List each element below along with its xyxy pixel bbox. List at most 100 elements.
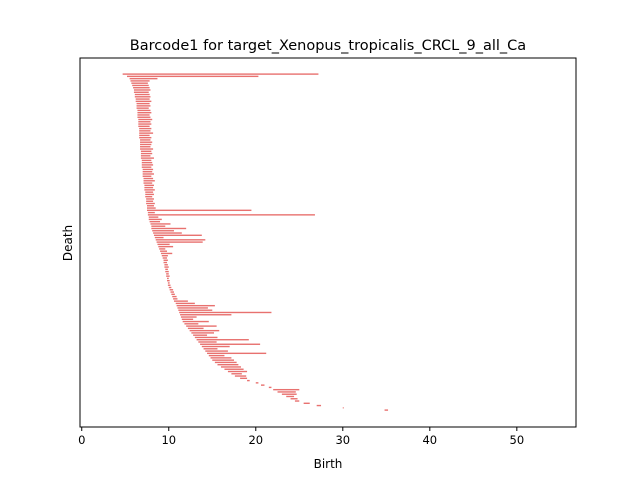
barcode-bar: [139, 136, 152, 139]
barcode-bar: [145, 195, 153, 198]
barcode-bar: [154, 236, 164, 239]
barcode-bar: [152, 230, 174, 232]
barcode-bar: [146, 198, 154, 200]
barcode-bar: [140, 141, 153, 143]
barcode-bar: [173, 300, 188, 302]
barcode-bar: [133, 89, 151, 91]
barcode-bar: [173, 298, 178, 300]
x-tick-label: 40: [422, 433, 437, 447]
x-tick-label: 10: [161, 433, 176, 447]
barcode-bar: [220, 366, 241, 368]
barcode-bar: [140, 155, 151, 157]
barcode-bar: [140, 148, 154, 150]
barcode-bar: [140, 139, 151, 141]
barcode-bar: [143, 182, 153, 184]
barcode-bar: [281, 393, 297, 395]
barcode-bar: [180, 316, 197, 318]
barcode-bar: [167, 279, 170, 282]
barcode-bar: [145, 193, 154, 196]
barcode-bar: [137, 114, 150, 116]
barcode-bar: [144, 186, 154, 189]
barcode-bar: [139, 134, 150, 137]
barcode-bar: [166, 275, 170, 277]
barcode-bar: [164, 266, 169, 268]
barcode-bar: [180, 314, 232, 316]
barcode-bar: [140, 152, 153, 155]
barcode-bar: [171, 293, 175, 296]
barcode-bar: [255, 382, 259, 384]
barcode-bar: [142, 175, 152, 177]
barcode-bar: [316, 404, 322, 407]
barcode-bar: [160, 250, 168, 252]
barcode-bar: [194, 336, 218, 339]
barcode-bar: [160, 252, 173, 255]
barcode-bar: [157, 243, 170, 246]
barcode-bar: [122, 73, 319, 75]
barcode-bar: [138, 123, 152, 125]
barcode-bar: [217, 363, 239, 366]
x-tick-label: 30: [335, 433, 350, 447]
barcode-bar: [187, 327, 204, 330]
barcode-bar: [141, 159, 152, 162]
barcode-bar: [150, 223, 171, 225]
chart-title: Barcode1 for target_Xenopus_tropicalis_C…: [130, 38, 526, 54]
barcode-bar: [191, 332, 214, 334]
barcode-bar: [169, 289, 174, 291]
barcode-bar: [153, 232, 182, 234]
barcode-bar: [142, 171, 153, 173]
barcode-bar: [166, 273, 169, 275]
barcode-bar: [126, 75, 259, 78]
y-axis-label: Death: [61, 225, 75, 261]
barcode-bar: [170, 291, 174, 293]
barcode-bar: [193, 334, 208, 336]
barcode-bar: [141, 161, 153, 164]
barcode-bar: [234, 375, 247, 377]
x-axis: 0 10 20 30 40 50: [78, 427, 524, 447]
barcode-bar: [142, 173, 154, 175]
x-tick-label: 50: [510, 433, 525, 447]
barcode-bar: [277, 391, 296, 393]
barcode-bar: [224, 368, 244, 370]
barcode-bar: [172, 295, 177, 298]
barcode-bar: [286, 395, 295, 398]
barcode-bar: [139, 127, 152, 130]
barcode-bar: [342, 407, 344, 409]
barcode-bar: [133, 87, 150, 89]
barcode-bar: [138, 121, 151, 123]
barcode-bar: [129, 77, 158, 80]
barcode-bar: [167, 282, 170, 284]
barcode-bar: [147, 214, 315, 216]
barcode-bar: [176, 304, 215, 307]
barcode-bar: [247, 379, 250, 382]
x-tick-label: 20: [248, 433, 263, 447]
barcode-bar: [165, 270, 169, 273]
barcode-bar: [141, 166, 152, 168]
barcode-bar: [179, 311, 272, 314]
barcode-bar: [136, 107, 149, 109]
barcode-bar: [139, 130, 151, 132]
barcode-bar: [151, 227, 187, 230]
barcode-bar: [138, 125, 150, 128]
barcode-bar: [268, 386, 272, 389]
barcode-bar: [132, 84, 149, 87]
barcode-bar: [210, 357, 232, 359]
barcode-bar: [143, 180, 155, 182]
barcode-bar: [159, 248, 166, 250]
barcode-bar: [140, 157, 154, 159]
barcode-bar: [140, 143, 152, 146]
barcode-bar: [200, 343, 261, 345]
barcode-bar: [181, 318, 194, 320]
barcode-bar: [137, 116, 151, 118]
barcode-bar: [189, 329, 220, 332]
barcode-bar: [144, 189, 155, 191]
barcode-bar: [182, 320, 209, 323]
barcode-bar: [177, 307, 208, 309]
barcode-bar: [148, 216, 159, 218]
barcode-bar: [140, 150, 152, 152]
barcode-bar: [184, 323, 199, 325]
barcode-bar: [158, 245, 174, 248]
barcode-bar: [240, 377, 248, 380]
barcode-bar: [141, 164, 154, 166]
barcode-bar: [155, 239, 206, 241]
barcode-bar: [149, 220, 161, 223]
